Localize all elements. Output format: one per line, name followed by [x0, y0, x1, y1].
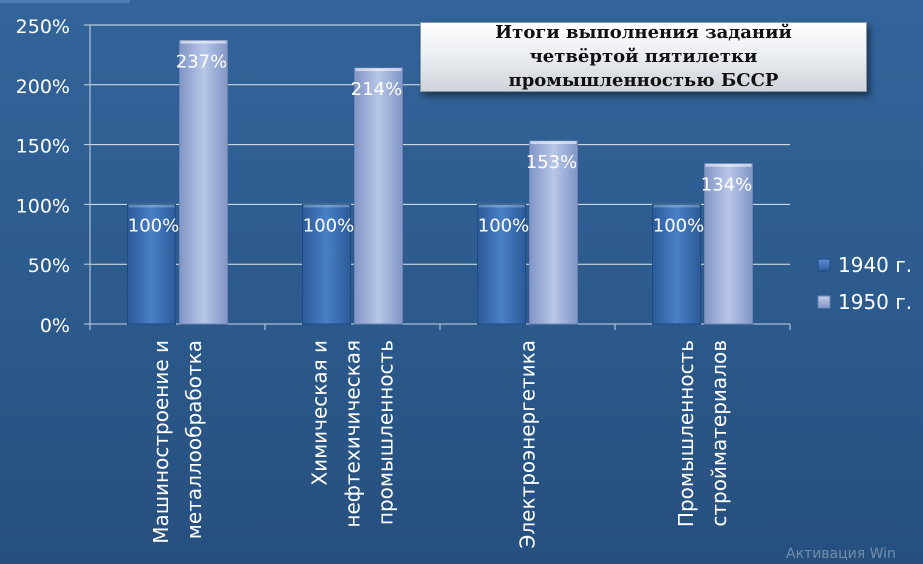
y-tick-label: 200% — [16, 76, 70, 98]
chart-title-box: Итоги выполнения заданий четвёртой пятил… — [420, 22, 867, 92]
bar-1940 — [477, 203, 526, 325]
category-label-line: промышленность — [374, 340, 398, 525]
bar-1940 — [302, 203, 351, 325]
bar-highlight — [530, 141, 577, 145]
bar-highlight — [128, 204, 175, 208]
category-label-line: стройматериалов — [707, 340, 731, 527]
data-label: 153% — [526, 152, 577, 173]
y-tick-label: 50% — [28, 255, 70, 277]
bar-highlight — [180, 40, 227, 44]
chart-title: Итоги выполнения заданий четвёртой пятил… — [495, 22, 792, 91]
bar-highlight — [478, 204, 525, 208]
bar-1940 — [652, 203, 701, 325]
category-label-line: Промышленность — [674, 340, 698, 527]
category-label-line: Химическая и — [308, 340, 332, 486]
bar-highlight — [705, 163, 752, 167]
bar-highlight — [303, 204, 350, 208]
bar-highlight — [355, 68, 402, 72]
bar-1950 — [179, 40, 228, 325]
data-label: 214% — [351, 79, 402, 100]
data-label: 134% — [701, 175, 752, 196]
data-label: 100% — [478, 215, 529, 236]
legend-label: 1940 г. — [838, 253, 912, 277]
bar-highlight — [653, 204, 700, 208]
legend-label: 1950 г. — [838, 290, 912, 314]
y-tick-label: 150% — [16, 136, 70, 158]
category-labels: Машиностроение и металлообработка Химическ… — [149, 340, 731, 549]
y-tick-label: 250% — [16, 16, 70, 38]
y-tick-label: 100% — [16, 195, 70, 217]
bar-1950 — [529, 140, 578, 325]
bar-1940 — [127, 203, 176, 325]
category-label-line: металлообработка — [182, 340, 206, 539]
category-label: Промышленность стройматериалов — [674, 340, 731, 527]
legend-swatch-1940 — [817, 258, 831, 272]
data-label: 100% — [128, 215, 179, 236]
decorative-strip — [0, 0, 130, 3]
legend-swatch-1950 — [817, 295, 831, 309]
category-label-line: нефтехичическая — [341, 340, 365, 528]
bar-1950 — [354, 67, 403, 325]
category-label-line: Электроэнергетика — [516, 340, 540, 549]
data-label: 100% — [653, 215, 704, 236]
category-label-line: Машиностроение и — [149, 340, 173, 544]
data-labels: 100% 100% 100% 100% 237% 214% 153% 134% — [128, 52, 752, 237]
bars — [127, 40, 753, 325]
activation-watermark: Активация Win — [786, 546, 896, 562]
y-tick-label: 0% — [40, 315, 70, 337]
bar-1950 — [704, 163, 753, 325]
category-label: Химическая и нефтехичическая промышленност… — [308, 340, 398, 528]
category-label: Электроэнергетика — [516, 340, 540, 549]
legend: 1940 г. 1950 г. — [817, 253, 912, 314]
category-label: Машиностроение и металлообработка — [149, 340, 206, 544]
data-label: 100% — [303, 215, 354, 236]
data-label: 237% — [176, 52, 227, 73]
